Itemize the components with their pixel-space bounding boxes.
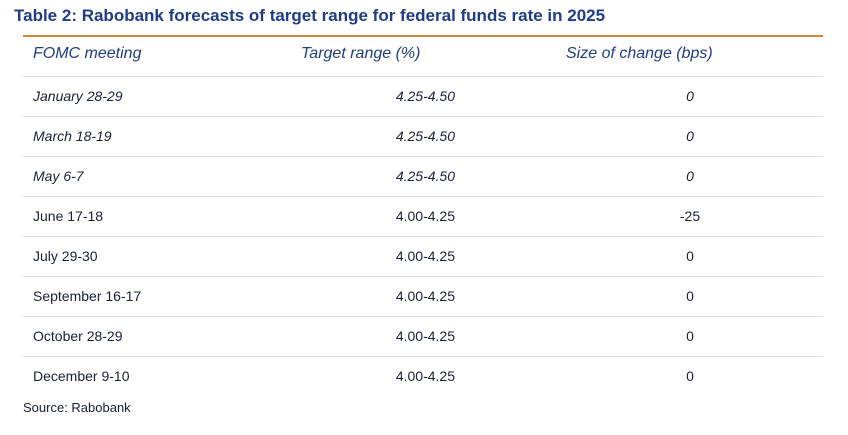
source-note: Source: Rabobank: [23, 400, 131, 415]
row-meeting: September 16-17: [33, 288, 142, 304]
row-target-range: 4.25-4.50: [395, 168, 455, 184]
row-target-range: 4.25-4.50: [395, 128, 455, 144]
row-separator: [23, 276, 823, 277]
row-meeting: July 29-30: [33, 248, 98, 264]
row-target-range: 4.00-4.25: [395, 248, 455, 264]
row-size-of-change: 0: [686, 88, 694, 104]
row-target-range: 4.00-4.25: [395, 208, 455, 224]
row-size-of-change: 0: [686, 328, 694, 344]
row-meeting: March 18-19: [33, 128, 112, 144]
row-meeting: May 6-7: [33, 168, 84, 184]
header-target-range: Target range (%): [301, 45, 421, 62]
row-size-of-change: 0: [686, 128, 694, 144]
row-size-of-change: 0: [686, 168, 694, 184]
row-meeting: December 9-10: [33, 368, 130, 384]
row-separator: [23, 156, 823, 157]
header-separator: [23, 76, 823, 77]
row-target-range: 4.00-4.25: [395, 328, 455, 344]
row-target-range: 4.00-4.25: [395, 368, 455, 384]
row-target-range: 4.25-4.50: [395, 88, 455, 104]
header-size-of-change: Size of change (bps): [566, 45, 713, 62]
row-target-range: 4.00-4.25: [395, 288, 455, 304]
table-top-rule: [23, 35, 823, 37]
row-separator: [23, 116, 823, 117]
row-size-of-change: 0: [686, 368, 694, 384]
row-separator: [23, 356, 823, 357]
row-size-of-change: 0: [686, 288, 694, 304]
row-size-of-change: 0: [686, 248, 694, 264]
row-separator: [23, 316, 823, 317]
row-meeting: January 28-29: [33, 88, 123, 104]
row-size-of-change: -25: [679, 208, 701, 224]
row-separator: [23, 236, 823, 237]
table-title: Table 2: Rabobank forecasts of target ra…: [14, 6, 606, 25]
row-meeting: October 28-29: [33, 328, 123, 344]
header-fomc-meeting: FOMC meeting: [33, 45, 142, 62]
row-meeting: June 17-18: [33, 208, 104, 224]
row-separator: [23, 196, 823, 197]
